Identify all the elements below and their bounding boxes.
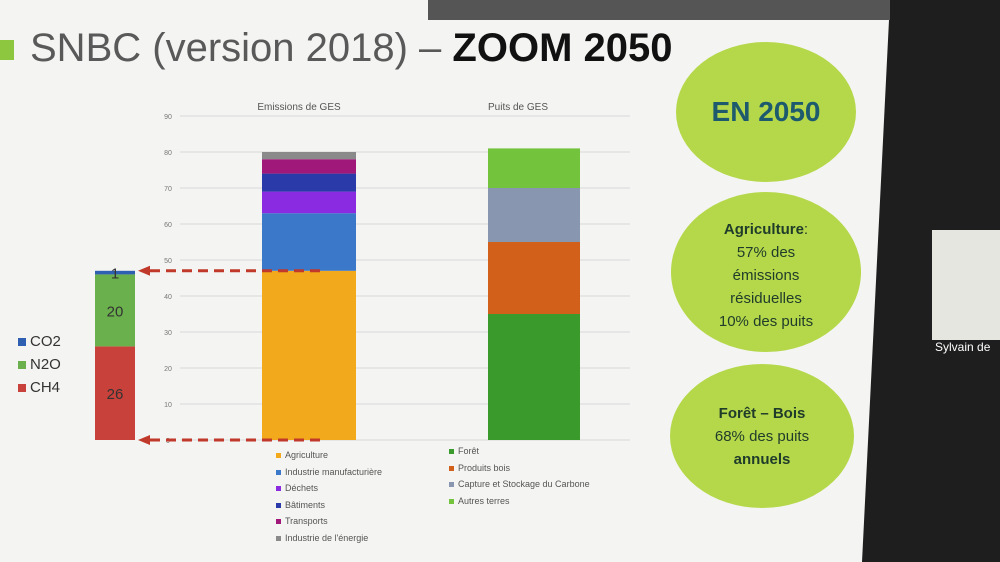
legend-swatch xyxy=(276,469,281,475)
bar-segment xyxy=(262,152,356,160)
column-title: Emissions de GES xyxy=(257,102,341,113)
agri-line: 57% des xyxy=(736,244,796,261)
agri-heading: Agriculture xyxy=(723,221,804,238)
legend-swatch xyxy=(449,449,454,455)
y-tick-label: 20 xyxy=(164,366,172,373)
top-overlay-bar xyxy=(428,0,890,20)
foret-heading: Forêt – Bois xyxy=(718,405,806,422)
legend-label: Capture et Stockage du Carbone xyxy=(458,479,590,489)
bubble-foret-text: Forêt – Bois 68% des puits annuels xyxy=(672,402,852,471)
legend-swatch xyxy=(276,535,281,541)
legend-swatch xyxy=(449,482,454,488)
y-tick-label: 80 xyxy=(164,150,172,157)
agri-line: émissions xyxy=(732,267,800,284)
arrow-head xyxy=(138,265,150,276)
legend-label: Agriculture xyxy=(285,450,329,460)
legend-n2o-swatch xyxy=(18,361,26,369)
y-tick-label: 70 xyxy=(164,186,172,193)
legend-label: Transports xyxy=(285,516,328,526)
legend-swatch xyxy=(449,465,454,471)
legend-ch4-label: CH4 xyxy=(30,379,61,396)
legend-label: Produits bois xyxy=(458,462,511,473)
agri-line: 10% des puits xyxy=(718,313,814,330)
legend-item: Produits bois xyxy=(449,463,510,473)
legend-item: Industrie de l'énergie xyxy=(276,533,368,543)
bar-segment xyxy=(262,173,356,192)
legend-label: Industrie de l'énergie xyxy=(285,532,369,543)
agri-heading-suffix: : xyxy=(803,221,809,238)
column-title: Puits de GES xyxy=(488,102,548,113)
legend-swatch xyxy=(276,519,281,525)
legend-co2: CO2 xyxy=(18,333,61,350)
bubble-agriculture-text: Agriculture: 57% des émissions résiduell… xyxy=(676,218,856,333)
legend-swatch xyxy=(276,453,281,459)
legend-label: Forêt xyxy=(458,446,480,456)
bar-segment xyxy=(262,213,356,271)
circle-en-2050 xyxy=(676,42,856,182)
legend-ch4: CH4 xyxy=(18,379,60,396)
legend-ch4-swatch xyxy=(18,384,26,392)
legend-label: Déchets xyxy=(285,483,319,493)
legend-item: Agriculture xyxy=(276,450,328,460)
title-bold: ZOOM 2050 xyxy=(452,26,673,70)
legend-swatch xyxy=(449,498,454,504)
legend-swatch xyxy=(276,486,281,492)
breakdown-segment xyxy=(95,270,135,275)
bar-segment xyxy=(488,188,580,242)
y-tick-label: 10 xyxy=(164,402,172,409)
foret-line: 68% des puits xyxy=(714,428,810,445)
legend-co2-label: CO2 xyxy=(30,333,61,350)
legend-label: Bâtiments xyxy=(285,499,326,510)
legend-item: Industrie manufacturière xyxy=(276,467,382,477)
slide-title: SNBC (version 2018) – ZOOM 2050 xyxy=(30,26,672,71)
breakdown-label: 1 xyxy=(111,266,119,283)
bar-segment xyxy=(488,242,580,314)
title-plain: SNBC (version 2018) – xyxy=(30,26,453,70)
bar-segment xyxy=(488,314,580,440)
legend-item: Transports xyxy=(276,516,328,526)
legend-n2o-label: N2O xyxy=(30,356,61,373)
title-bullet xyxy=(0,40,14,60)
y-tick-label: 50 xyxy=(164,258,172,265)
legend-n2o: N2O xyxy=(18,356,61,373)
legend-co2-swatch xyxy=(18,338,26,346)
bubble-en-2050-text: EN 2050 xyxy=(711,96,821,127)
y-tick-label: 40 xyxy=(164,294,172,301)
bar-segment xyxy=(262,270,356,440)
bubble-en-2050 xyxy=(676,42,856,182)
bubble-agriculture xyxy=(671,192,861,352)
legend-item: Forêt xyxy=(449,446,479,456)
legend-item: Bâtiments xyxy=(276,500,325,510)
participant-video-tile xyxy=(932,230,1000,340)
bar-segment xyxy=(488,148,580,188)
breakdown-label: 26 xyxy=(107,386,124,403)
y-tick-label: 60 xyxy=(164,222,172,229)
agri-line: résiduelles xyxy=(730,290,802,307)
bubble-foret-bois xyxy=(670,364,854,508)
legend-item: Capture et Stockage du Carbone xyxy=(449,479,590,489)
breakdown-label: 20 xyxy=(107,303,124,320)
participant-name: Sylvain de xyxy=(935,340,991,354)
legend-item: Autres terres xyxy=(449,496,510,506)
slide-surface xyxy=(0,0,890,562)
y-tick-label: 30 xyxy=(164,330,172,337)
foret-bold-line: annuels xyxy=(733,451,791,468)
breakdown-segment xyxy=(95,274,135,347)
breakdown-segment xyxy=(95,346,135,440)
arrow-head xyxy=(138,435,150,445)
y-tick-label: 90 xyxy=(164,114,172,121)
legend-item: Déchets xyxy=(276,483,318,493)
bar-segment xyxy=(262,191,356,214)
bar-segment xyxy=(262,159,356,174)
legend-swatch xyxy=(276,502,281,508)
legend-label: Industrie manufacturière xyxy=(285,466,383,477)
legend-label: Autres terres xyxy=(458,495,510,506)
